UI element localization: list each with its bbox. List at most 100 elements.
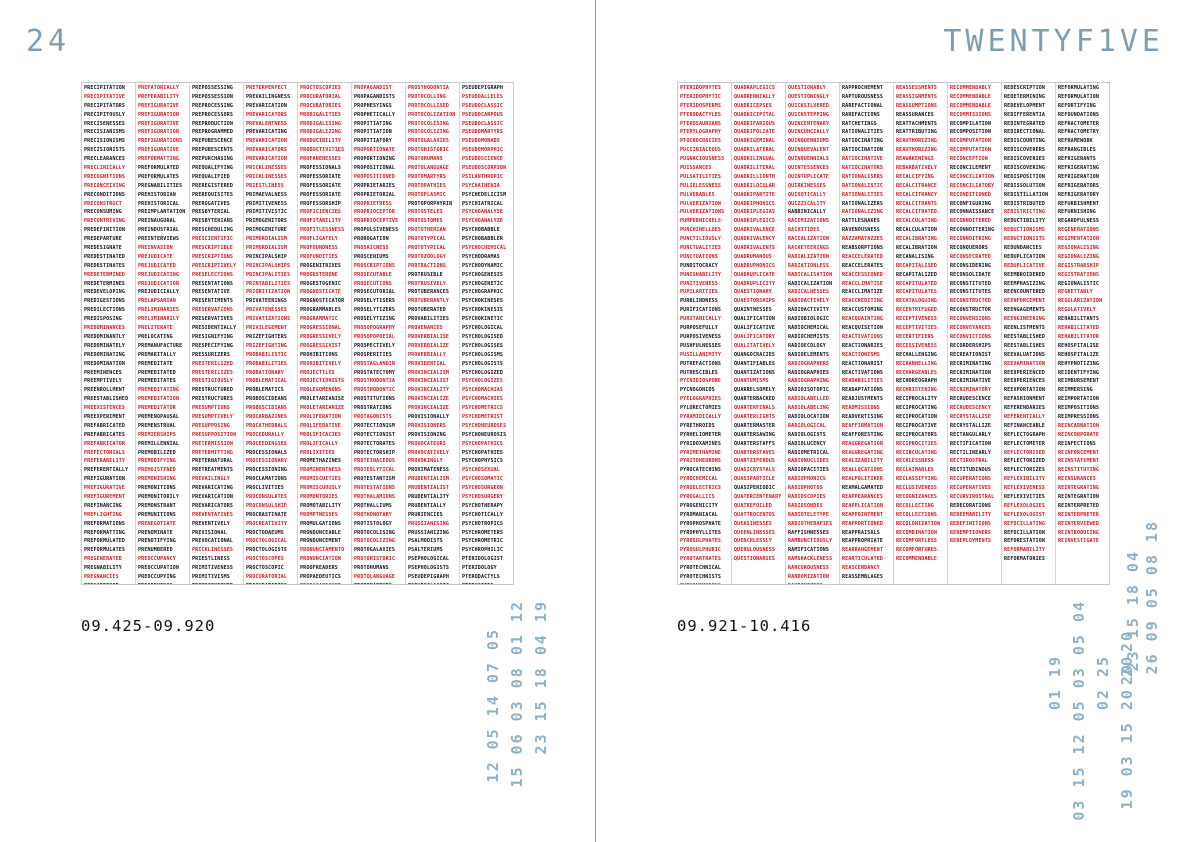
- word-entry: PREPROGRAMMED: [192, 129, 234, 136]
- word-entry: RECOLONIZATION: [896, 520, 941, 527]
- word-entry: RACKETEERINGS: [788, 245, 830, 252]
- word-entry: REINSURANCES: [1058, 476, 1096, 483]
- word-entry: REENGINEERING: [1004, 316, 1046, 323]
- word-entry: PREMONITORILY: [138, 493, 180, 500]
- word-entry: RADIOISOTOPIC: [788, 387, 830, 394]
- word-entry: PROCURATORIAL: [300, 93, 342, 100]
- word-entry: QUENCHLESSLY: [734, 538, 772, 545]
- word-entry: PREROGATIVES: [192, 200, 230, 207]
- word-entry: PREVARICATORS: [246, 147, 288, 154]
- word-entry: RECIPROCATING: [896, 405, 938, 412]
- word-entry: QUADRIFARIOUS: [734, 120, 776, 127]
- word-entry: RADIOACTIVITY: [788, 307, 830, 314]
- word-entry: PROVINCIALIZE: [408, 405, 450, 412]
- word-entry: REFRIGERATING: [1058, 165, 1100, 172]
- word-entry: PROLETARIANISE: [300, 396, 345, 403]
- word-entry: PROTOTYPICAL: [408, 236, 446, 243]
- word-entry: REDUPLICATION: [1004, 253, 1046, 260]
- word-entry: PRESCHEDULING: [192, 227, 234, 234]
- word-entry: PROTAGONISTS: [354, 413, 392, 420]
- word-entry: REFURNISHING: [1058, 209, 1096, 216]
- word-entry: PROSTATECTOMY: [354, 369, 396, 376]
- word-entry: QUASIPERIODIC: [734, 485, 776, 492]
- word-entry: PRESERVATIVES: [192, 316, 234, 323]
- word-entry: RADIONUCLIDES: [788, 458, 830, 465]
- word-entry: RECHARGEABLES: [896, 369, 938, 376]
- word-entry: PROTEINACEOUS: [354, 458, 396, 465]
- word-entry: REACCELERATED: [842, 253, 884, 260]
- word-entry: PRONUNCIATION: [300, 556, 342, 563]
- word-entry: PREFABRICATOR: [84, 440, 126, 447]
- word-entry: RECONVICTIONS: [950, 333, 992, 340]
- word-entry: REIDENTIFYING: [1058, 369, 1100, 376]
- word-entry: PSYCHOLOGISTS: [462, 360, 504, 367]
- word-entry: PREDETERMINES: [84, 280, 126, 287]
- word-entry: PROFESSORIATE: [300, 173, 342, 180]
- word-entry: PROSTHODONTIC: [354, 387, 396, 394]
- word-entry: PROTUBERANTLY: [408, 298, 450, 305]
- word-entry: REINCARNATION: [1058, 422, 1100, 429]
- word-entry: PTERIDOSPERMS: [680, 102, 722, 109]
- word-entry: PRIESTLINESS: [192, 556, 230, 563]
- word-entry: QUALITATIVELY: [734, 342, 776, 349]
- word-entry: PROSOPOPOEIAL: [354, 333, 396, 340]
- word-entry: REGIONALISING: [1058, 245, 1100, 252]
- word-entry: PRECONSUMING: [84, 209, 122, 216]
- word-entry: PRUDENTIALISM: [408, 476, 450, 483]
- word-entry: QUATTROCENTOS: [734, 511, 776, 518]
- word-entry: REAGGREGATION: [842, 440, 884, 447]
- word-entry: QUANTIFIABLES: [734, 360, 776, 367]
- word-entry: READJUSTMENTS: [842, 396, 884, 403]
- word-entry: REABSORPTIONS: [842, 245, 884, 252]
- word-entry: PSEUDOCARPOUS: [462, 111, 504, 118]
- word-entry: REENCOUNTERED: [1004, 289, 1046, 296]
- word-entry: PSILANTHROPIC: [462, 173, 504, 180]
- word-column: REFORMULATING REFORMULATION REFORTIFYING RE…: [1056, 83, 1109, 584]
- word-entry: QUINCUNCIALLY: [788, 129, 830, 136]
- word-entry: PREFIGURATIVE: [138, 120, 180, 127]
- word-entry: RECONQUERORS: [950, 245, 988, 252]
- word-entry: PSEUDEPIGRAPH: [462, 85, 504, 91]
- word-entry: PREFORMULATES: [84, 547, 126, 554]
- word-entry: PROCURATORIES: [246, 582, 296, 584]
- word-entry: PSYCHOMACHIES: [462, 396, 504, 403]
- word-entry: QUADRILLIONTH: [734, 173, 776, 180]
- word-entry: PUPILARITIES: [680, 289, 718, 296]
- word-entry: REFLECTORISED: [1004, 449, 1046, 456]
- word-entry: PRESUMPTIONS: [192, 405, 230, 412]
- word-entry: PROVINCIALISM: [408, 369, 450, 376]
- word-entry: RADIOBIOLOGIC: [788, 316, 830, 323]
- word-entry: PREFERABILITY: [84, 458, 126, 465]
- word-entry: PRENOMINATE: [138, 529, 173, 536]
- word-entry: REEMBROIDERED: [1004, 271, 1046, 278]
- word-entry: QUADRIVALENCY: [734, 236, 776, 243]
- word-entry: PREMEDITATION: [138, 396, 180, 403]
- word-entry: PULSATILITIES: [680, 173, 722, 180]
- word-entry: PYROCATECHINS: [680, 467, 722, 474]
- word-entry: PROTOHISTORIC: [408, 147, 450, 154]
- word-entry: REAPPEARANCES: [842, 493, 884, 500]
- word-entry: RECALCITRATED: [896, 209, 938, 216]
- word-entry: PREMOISTENED: [138, 467, 176, 474]
- word-entry: PREPUBESCENTS: [192, 147, 234, 154]
- word-entry: PTERIDOPHYTES: [680, 85, 722, 91]
- word-entry: PTERIDOLOGY: [462, 565, 497, 572]
- left-word-grid: PRECIPITATION PRECIPITATIVE PRECIPITATORS P…: [81, 82, 514, 585]
- word-entry: PROFESSORSHIP: [300, 200, 342, 207]
- word-column: PROPAGANDIST PROPAGANDISTS PROPHESYINGS PRO…: [352, 83, 406, 584]
- word-entry: REAPPOINTMENT: [842, 511, 884, 518]
- word-entry: RECHALLENGING: [896, 351, 938, 358]
- word-entry: RECKLESSNESS: [896, 458, 934, 465]
- word-entry: RAREFACTIONAL: [842, 102, 884, 109]
- word-entry: REFERENDARIES: [1004, 405, 1046, 412]
- word-entry: REINFORCEMENT: [1058, 449, 1100, 456]
- word-entry: REGISTRATIONS: [1058, 271, 1100, 278]
- word-entry: PYROMANIACAL: [680, 511, 718, 518]
- word-entry: PRESSURIZERS: [192, 351, 230, 358]
- word-entry: PREHARDENED: [84, 582, 134, 584]
- word-entry: RECONSTRUCTED: [950, 298, 992, 305]
- word-entry: PRELOCATING: [138, 333, 173, 340]
- word-entry: PROCLAMATIONS: [246, 476, 288, 483]
- word-entry: PROMETHAZINES: [300, 458, 342, 465]
- word-entry: RECALCIFYING: [896, 173, 934, 180]
